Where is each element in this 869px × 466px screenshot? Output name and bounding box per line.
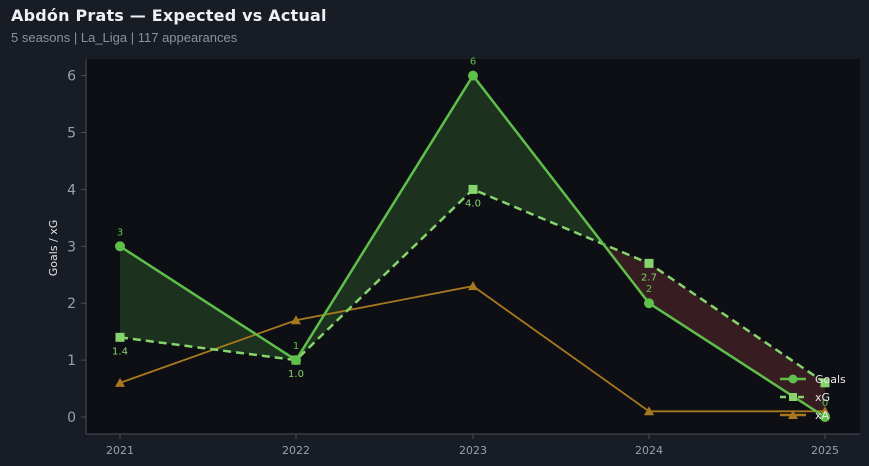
chart-legend: Goals xG xA	[780, 373, 846, 422]
xa-point	[644, 406, 654, 416]
goals-data-label: 6	[470, 57, 476, 68]
x-tick-label: 2021	[106, 444, 134, 457]
xg-data-label: 2.7	[641, 272, 657, 283]
y-tick-label: 6	[67, 69, 76, 85]
xg-data-label: 1.0	[288, 369, 304, 380]
goals-point	[644, 298, 654, 309]
xg-data-label: 4.0	[465, 198, 481, 209]
xg-data-label: 1.4	[112, 346, 128, 357]
goals-data-label: 2	[646, 284, 652, 295]
y-tick-label: 0	[67, 410, 76, 426]
goals-data-label: 0	[822, 398, 828, 409]
legend-xg-marker	[789, 393, 797, 401]
xg-point	[468, 184, 478, 194]
legend-goals-label: Goals	[815, 373, 846, 386]
chart-area: 0 1 2 3 4 5 6 2021 2022 2023 2024 2025 3 1 6 2 0 1.4 1.0…	[0, 50, 869, 466]
xa-point	[291, 315, 301, 325]
y-tick-label: 2	[67, 296, 76, 312]
legend-xa-marker	[788, 410, 798, 419]
y-tick-label: 3	[67, 239, 76, 255]
goals-point	[115, 241, 125, 252]
y-axis-label: Goals / xG	[47, 220, 60, 277]
goals-point	[820, 412, 830, 422]
goals-point	[291, 355, 301, 366]
legend-goals-marker	[788, 374, 798, 384]
xg-point	[644, 258, 654, 268]
xa-point	[115, 377, 125, 387]
xg-point	[115, 332, 125, 342]
xa-point	[468, 281, 478, 291]
goals-data-label: 1	[293, 341, 299, 352]
goals-point	[468, 70, 478, 81]
legend-xg-label: xG	[815, 391, 830, 404]
xg-point	[820, 378, 830, 388]
x-tick-label: 2023	[459, 444, 487, 457]
y-tick-label: 5	[67, 126, 76, 142]
x-tick-label: 2022	[282, 444, 310, 457]
y-tick-label: 1	[67, 353, 76, 369]
y-tick-label: 4	[67, 182, 76, 198]
chart-title: Abdón Prats — Expected vs Actual	[11, 6, 327, 25]
goals-data-label: 3	[117, 227, 123, 238]
chart-subtitle: 5 seasons | La_Liga | 117 appearances	[11, 30, 238, 45]
x-tick-label: 2024	[635, 444, 663, 457]
x-tick-label: 2025	[811, 444, 839, 457]
legend-xa-label: xA	[815, 409, 830, 422]
expected-vs-actual-chart: 0 1 2 3 4 5 6 2021 2022 2023 2024 2025 3 1 6 2 0 1.4 1.0…	[47, 57, 860, 457]
chart-header: Abdón Prats — Expected vs Actual 5 seaso…	[0, 0, 869, 50]
